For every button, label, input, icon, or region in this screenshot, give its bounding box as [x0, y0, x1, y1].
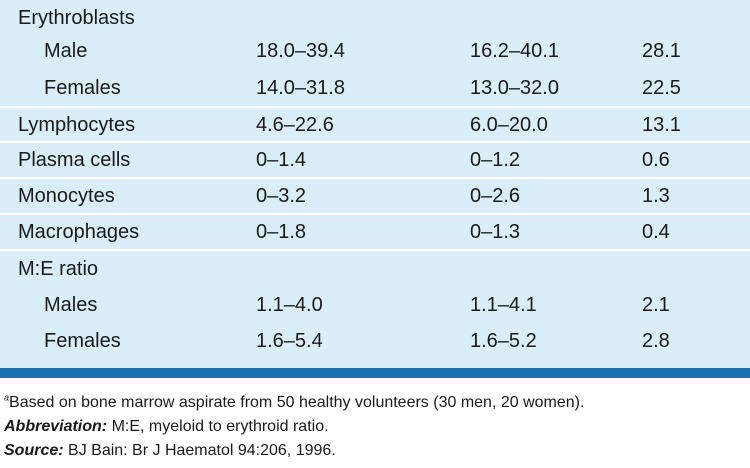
row-separator — [0, 213, 750, 215]
range-1: 1.1–4.0 — [256, 294, 323, 316]
row-label: Females — [44, 77, 121, 99]
range-2: 13.0–32.0 — [470, 77, 559, 99]
range-2: 0–2.6 — [470, 185, 521, 207]
range-2: 0–1.3 — [470, 221, 521, 243]
abbreviation-text: M:E, myeloid to erythroid ratio. — [107, 418, 329, 435]
range-1: 0–1.4 — [256, 149, 307, 171]
source-note: Source: BJ Bain: Br J Haematol 94:206, 1… — [4, 439, 746, 463]
row-label: Males — [44, 294, 98, 316]
row-label: Macrophages — [18, 221, 140, 243]
mean-value: 13.1 — [642, 114, 681, 136]
range-1: 18.0–39.4 — [256, 40, 345, 62]
mean-value: 22.5 — [642, 77, 681, 99]
table-bottom-rule — [0, 368, 750, 378]
row-label: Monocytes — [18, 185, 115, 207]
range-1: 14.0–31.8 — [256, 77, 345, 99]
data-table: Erythroblasts Male 18.0–39.4 16.2–40.1 2… — [0, 0, 750, 368]
range-2: 16.2–40.1 — [470, 40, 559, 62]
source-text: BJ Bain: Br J Haematol 94:206, 1996. — [63, 442, 336, 459]
abbreviation-label: Abbreviation: — [4, 418, 108, 435]
footnote-a: aBased on bone marrow aspirate from 50 h… — [4, 391, 746, 415]
row-label: Plasma cells — [18, 149, 131, 171]
mean-value: 1.3 — [642, 185, 670, 207]
range-1: 4.6–22.6 — [256, 114, 334, 136]
mean-value: 2.1 — [642, 294, 670, 316]
table-footnotes: aBased on bone marrow aspirate from 50 h… — [4, 391, 746, 463]
mean-value: 28.1 — [642, 40, 681, 62]
row-separator — [0, 141, 750, 143]
footnote-marker: a — [4, 392, 10, 403]
range-1: 0–1.8 — [256, 221, 307, 243]
row-label: Females — [44, 330, 121, 352]
row-label: Erythroblasts — [18, 7, 135, 29]
range-1: 0–3.2 — [256, 185, 307, 207]
range-2: 0–1.2 — [470, 149, 521, 171]
range-1: 1.6–5.4 — [256, 330, 323, 352]
range-2: 1.6–5.2 — [470, 330, 537, 352]
mean-value: 0.4 — [642, 221, 670, 243]
row-label: Lymphocytes — [18, 114, 136, 136]
footnote-text: Based on bone marrow aspirate from 50 he… — [9, 394, 585, 411]
range-2: 1.1–4.1 — [470, 294, 537, 316]
mean-value: 0.6 — [642, 149, 670, 171]
row-label: Male — [44, 40, 88, 62]
row-separator — [0, 106, 750, 108]
row-label: M:E ratio — [18, 258, 99, 280]
range-2: 6.0–20.0 — [470, 114, 548, 136]
source-label: Source: — [4, 442, 64, 459]
abbreviation-note: Abbreviation: M:E, myeloid to erythroid … — [4, 415, 746, 439]
row-separator — [0, 177, 750, 179]
mean-value: 2.8 — [642, 330, 670, 352]
row-separator — [0, 249, 750, 251]
